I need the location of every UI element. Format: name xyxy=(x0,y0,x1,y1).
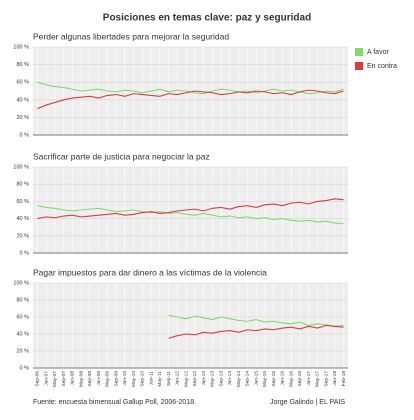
x-tick-label: May-17 xyxy=(315,371,321,387)
series-line xyxy=(37,89,344,110)
y-tick-label: 100 % xyxy=(13,44,29,50)
y-tick-label: 0 % xyxy=(20,365,30,371)
series-line xyxy=(37,198,344,220)
x-tick-label: Sep-10 xyxy=(140,371,146,387)
x-tick-label: Sep-07 xyxy=(61,371,67,387)
y-tick-label: 40 % xyxy=(16,331,29,337)
legend-swatch xyxy=(355,62,363,70)
plot-area xyxy=(33,283,348,368)
x-tick-label: May-13 xyxy=(210,371,216,387)
x-tick-label: Jan-07 xyxy=(43,371,49,386)
y-tick-label: 100 % xyxy=(13,164,29,170)
y-tick-label: 0 % xyxy=(20,250,30,256)
x-tick-label: Sep-06 xyxy=(35,371,41,387)
x-tick-label: Jan-13 xyxy=(201,371,207,386)
x-tick-label: Jan-15 xyxy=(253,371,259,386)
x-tick-label: Sep-13 xyxy=(218,371,224,387)
x-tick-label: Sep-12 xyxy=(192,371,198,387)
y-tick-label: 40 % xyxy=(16,97,29,103)
y-tick-label: 20 % xyxy=(16,115,29,121)
x-tick-label: May-08 xyxy=(78,371,84,387)
x-tick-label: May-14 xyxy=(236,371,242,387)
y-tick-label: 0 % xyxy=(20,132,30,138)
x-tick-label: Jan-12 xyxy=(175,371,181,386)
x-tick-label: May-16 xyxy=(288,371,294,387)
legend-label: A favor xyxy=(367,49,389,56)
x-tick-label: Sep-15 xyxy=(271,371,277,387)
y-tick-label: 100 % xyxy=(13,280,29,286)
x-tick-label: Jan-17 xyxy=(306,371,312,386)
credit: Jorge Galindo | EL PAIS xyxy=(270,399,345,406)
panel-title: Perder algunas libertades para mejorar l… xyxy=(33,31,229,41)
y-tick-label: 80 % xyxy=(16,297,29,303)
legend-swatch xyxy=(355,48,363,56)
x-tick-label: Jan-18 xyxy=(332,371,338,386)
y-tick-label: 40 % xyxy=(16,216,29,222)
x-tick-label: May-10 xyxy=(131,371,137,387)
x-tick-label: Sep-11 xyxy=(166,371,172,386)
y-tick-label: 60 % xyxy=(16,314,29,320)
source: Fuente: encuesta bimensual Gallup Poll, … xyxy=(33,399,196,406)
series-line xyxy=(37,205,344,225)
x-tick-label: Jan-10 xyxy=(122,371,128,386)
y-tick-label: 60 % xyxy=(16,199,29,205)
x-tick-label: May-11 xyxy=(157,371,163,387)
x-tick-label: Jan-14 xyxy=(227,371,233,386)
series-line xyxy=(168,324,344,339)
x-tick-label: May-12 xyxy=(183,371,189,387)
x-tick-label: Jan-08 xyxy=(70,371,76,386)
x-tick-label: Jan-16 xyxy=(280,371,286,386)
y-tick-label: 80 % xyxy=(16,182,29,188)
x-tick-label: Sep-08 xyxy=(87,371,93,387)
x-tick-label: Sep-09 xyxy=(113,371,119,387)
x-tick-label: May-15 xyxy=(262,371,268,387)
series-line xyxy=(168,314,344,327)
legend-label: En contra xyxy=(367,63,397,70)
x-tick-label: May-09 xyxy=(105,371,111,387)
x-tick-label: May-07 xyxy=(52,371,58,387)
y-tick-label: 20 % xyxy=(16,233,29,239)
y-tick-label: 80 % xyxy=(16,62,29,68)
x-tick-label: Jan-09 xyxy=(96,371,102,386)
panel-title: Pagar impuestos para dar dinero a las ví… xyxy=(33,267,267,277)
chart-title: Posiciones en temas clave: paz y segurid… xyxy=(103,13,311,24)
x-tick-label: Jan-11 xyxy=(148,371,154,386)
y-tick-label: 20 % xyxy=(16,348,29,354)
y-tick-label: 60 % xyxy=(16,80,29,86)
panel-title: Sacrificar parte de justicia para negoci… xyxy=(33,151,210,161)
x-tick-label: Sep-17 xyxy=(323,371,329,387)
x-tick-label: Feb-18 xyxy=(341,371,347,387)
x-tick-label: Sep-16 xyxy=(297,371,303,387)
x-tick-label: Sep-14 xyxy=(245,371,251,387)
